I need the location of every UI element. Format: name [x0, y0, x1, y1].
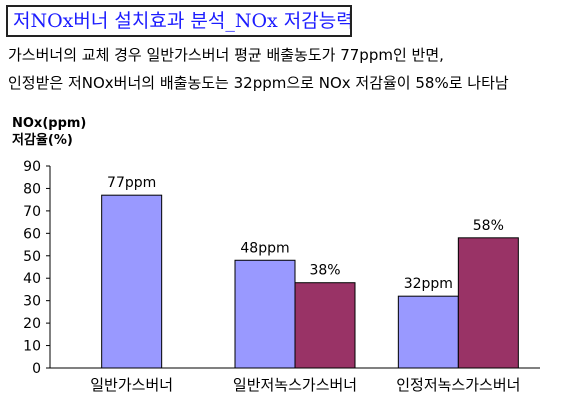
y-tick-label: 80: [23, 181, 41, 197]
bar: [101, 194, 163, 369]
y-tick-label: 60: [23, 226, 41, 242]
description-line-2: 인정받은 저NOx버너의 배출농도는 32ppm으로 NOx 저감율이 58%로…: [8, 74, 509, 92]
bar: [397, 295, 459, 369]
description-line-1: 가스버너의 교체 경우 일반가스버너 평균 배출농도가 77ppm인 반면,: [8, 46, 444, 64]
y-tick-label: 20: [23, 316, 41, 332]
x-tick-label: 일반가스버너: [90, 376, 173, 394]
y-tick-label: 30: [23, 294, 41, 310]
y-tick-label: 50: [23, 249, 41, 265]
data-label: 38%: [309, 263, 340, 279]
data-label: 32ppm: [404, 276, 453, 292]
y-axis-label-line-1: NOx(ppm): [12, 116, 87, 131]
x-tick-label: 일반저녹스가스버너: [233, 376, 357, 394]
page-title: 저NOx버너 설치효과 분석_NOx 저감능력: [6, 5, 352, 37]
bar: [457, 237, 519, 369]
bar: [294, 282, 356, 369]
x-tick-label: 인정저녹스가스버너: [396, 376, 520, 394]
y-tick-label: 40: [23, 271, 41, 287]
y-tick-label: 10: [23, 339, 41, 355]
y-axis-label-line-2: 저감율(%): [12, 133, 73, 148]
data-label: 77ppm: [107, 175, 156, 191]
y-tick-label: 0: [32, 361, 41, 377]
data-label: 48ppm: [240, 240, 289, 256]
y-tick-label: 90: [23, 159, 41, 175]
data-label: 58%: [473, 218, 504, 234]
bar: [234, 259, 296, 369]
y-tick-label: 70: [23, 204, 41, 220]
